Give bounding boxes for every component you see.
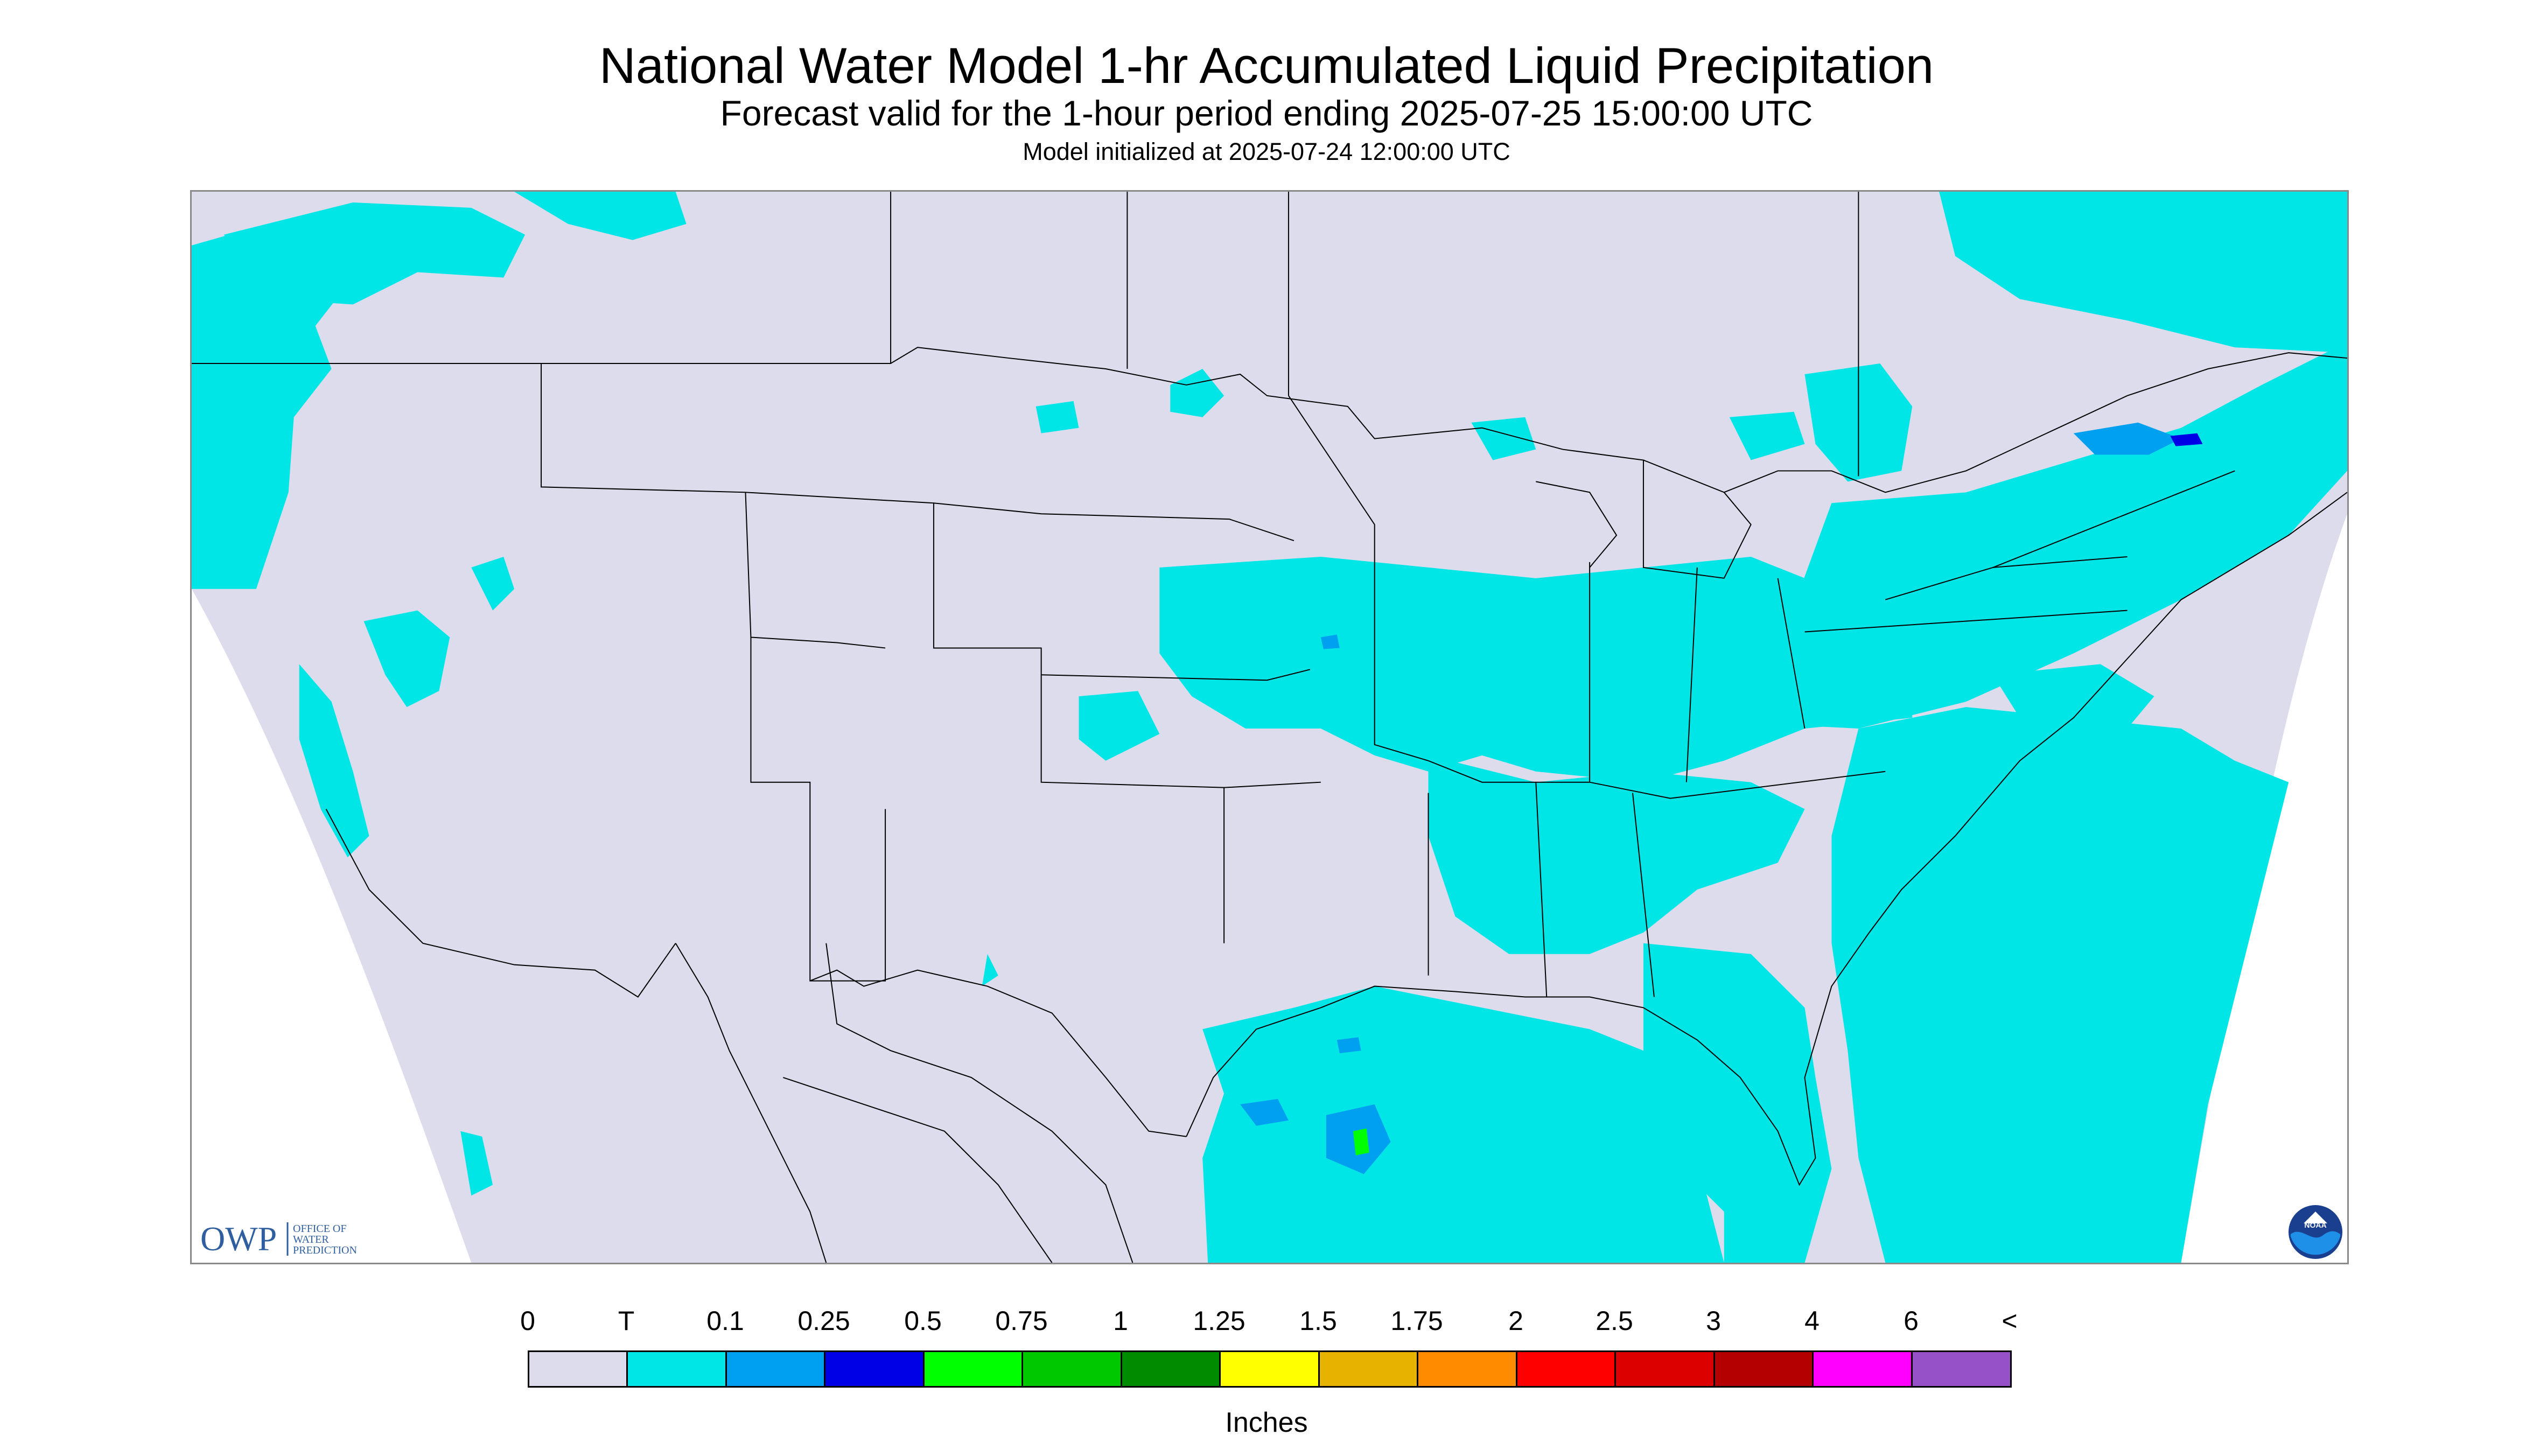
colorbar-tick-label: 1.5 (1299, 1306, 1337, 1336)
colorbar-swatch (1614, 1350, 1715, 1388)
colorbar-swatch (1219, 1350, 1320, 1388)
colorbar-tick-label: 0.5 (904, 1306, 942, 1336)
owp-logo-letters: OWP (200, 1220, 277, 1258)
colorbar-swatch (528, 1350, 628, 1388)
colorbar-swatch (1417, 1350, 1517, 1388)
colorbar-swatch (1021, 1350, 1122, 1388)
colorbar-swatch (1516, 1350, 1617, 1388)
colorbar-swatch (725, 1350, 826, 1388)
colorbar-swatch (1911, 1350, 2012, 1388)
owp-logo-line-2: WATER (293, 1234, 329, 1245)
noaa-emblem: NOAA (2289, 1205, 2342, 1259)
colorbar-tick-label: 3 (1706, 1306, 1721, 1336)
owp-logo: OWP OFFICE OF WATER PREDICTION (200, 1218, 378, 1260)
owp-logo-line-1: OFFICE OF (293, 1223, 346, 1235)
colorbar-swatch (1121, 1350, 1221, 1388)
noaa-logo: NOAA (2287, 1204, 2343, 1260)
colorbar-swatch (626, 1350, 727, 1388)
map-title: National Water Model 1-hr Accumulated Li… (599, 37, 1934, 94)
colorbar-swatch (1318, 1350, 1419, 1388)
colorbar-tick-label: 1.25 (1193, 1306, 1245, 1336)
colorbar-tick-label: 2 (1508, 1306, 1523, 1336)
colorbar-tick-label: 2.5 (1596, 1306, 1633, 1336)
precip-heavy-areas (1353, 1128, 1369, 1156)
colorbar-tick-label: 1.75 (1390, 1306, 1443, 1336)
colorbar-tick-label: 0.1 (706, 1306, 744, 1336)
colorbar-swatch (1713, 1350, 1814, 1388)
valid-time-subtitle: Forecast valid for the 1-hour period end… (720, 93, 1813, 133)
colorbar-tick-label: 0 (520, 1306, 535, 1336)
owp-logo-line-3: PREDICTION (293, 1244, 357, 1256)
precip-moderate-areas (2170, 433, 2203, 446)
colorbar-tick-label: 0.75 (995, 1306, 1048, 1336)
colorbar-swatch (923, 1350, 1024, 1388)
political-boundaries (192, 192, 2347, 1263)
colorbar-units-label: Inches (1225, 1407, 1308, 1438)
model-init-line: Model initialized at 2025-07-24 12:00:00… (1023, 138, 1510, 165)
precip-colorbar (528, 1350, 2012, 1388)
colorbar-tick-label: 1 (1113, 1306, 1128, 1336)
precip-trace-areas (192, 192, 2347, 1263)
colorbar-swatch (824, 1350, 925, 1388)
colorbar-tick-label: 4 (1804, 1306, 1820, 1336)
colorbar-tick-label: T (618, 1306, 635, 1336)
map-canvas (192, 192, 2347, 1263)
precipitation-map (190, 190, 2349, 1264)
colorbar-tick-label: 0.25 (797, 1306, 850, 1336)
colorbar-swatch (1812, 1350, 1913, 1388)
colorbar-tick-label: < (2002, 1306, 2018, 1336)
owp-logo-mark: OWP OFFICE OF WATER PREDICTION (200, 1220, 357, 1258)
colorbar-tick-label: 6 (1904, 1306, 1919, 1336)
noaa-emblem-text: NOAA (2304, 1221, 2326, 1229)
